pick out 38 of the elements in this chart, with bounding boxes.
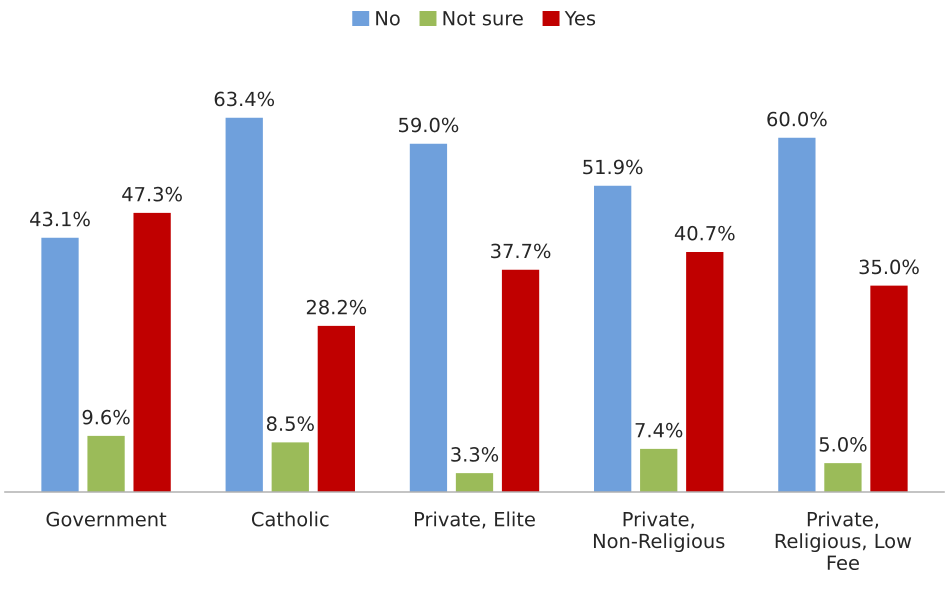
- data-label: 51.9%: [583, 160, 642, 174]
- data-label: 3.3%: [451, 447, 498, 462]
- data-label: 59.0%: [399, 118, 458, 132]
- x-tick-label: Government: [46, 512, 166, 526]
- bar: [316, 324, 356, 492]
- data-label: 7.4%: [636, 422, 682, 438]
- data-label: 60.0%: [767, 112, 827, 126]
- data-label: 35.0%: [860, 260, 919, 274]
- legend-label: No: [376, 11, 400, 26]
- bar: [40, 236, 80, 492]
- bar: [868, 284, 910, 492]
- data-label: 47.3%: [122, 186, 182, 202]
- legend-label: Yes: [564, 11, 596, 26]
- x-tick-label: Private, Non-Religious: [594, 511, 724, 552]
- data-label: 40.7%: [674, 226, 735, 241]
- bar: [822, 462, 863, 492]
- bar: [454, 472, 495, 492]
- data-label: 5.0%: [820, 437, 867, 452]
- x-tick-label: Private, Elite: [414, 511, 535, 528]
- bar: [684, 250, 725, 492]
- bar: [86, 434, 126, 492]
- bar: [776, 136, 817, 492]
- bar: [270, 441, 310, 492]
- data-label: 8.5%: [266, 416, 314, 432]
- x-tick-label: Private, Religious, Low Fee: [776, 511, 912, 570]
- bar: [224, 116, 264, 492]
- legend-label: Not sure: [444, 11, 523, 26]
- bar: [500, 268, 541, 492]
- bar: [132, 212, 172, 492]
- data-label: 28.2%: [306, 300, 366, 314]
- data-label: 37.7%: [491, 244, 550, 258]
- data-label: 43.1%: [30, 212, 90, 226]
- data-label: 9.6%: [82, 410, 130, 425]
- bar: [408, 142, 448, 492]
- data-label: 63.4%: [214, 92, 274, 106]
- bar: [638, 448, 679, 492]
- bar: [592, 184, 633, 492]
- x-tick-label: Catholic: [252, 511, 328, 526]
